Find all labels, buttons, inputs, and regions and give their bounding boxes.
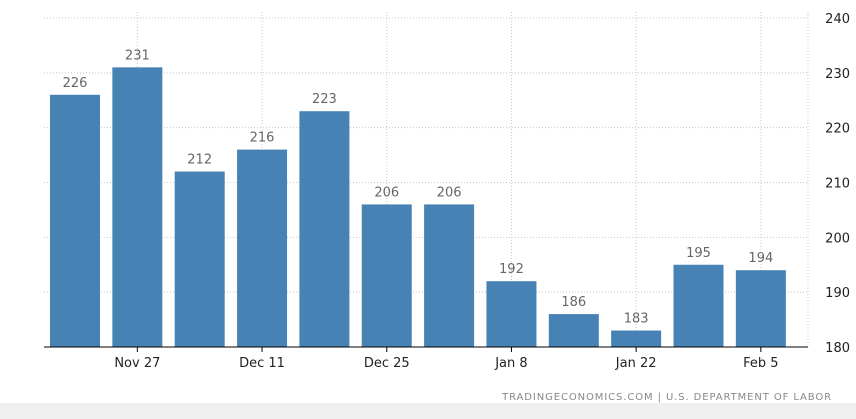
y-tick-label: 210 xyxy=(825,177,850,192)
y-axis: 180 190 200 210 220 230 240 xyxy=(825,12,850,356)
footer-band xyxy=(0,403,856,419)
y-tick-label: 220 xyxy=(825,122,850,137)
data-label: 195 xyxy=(686,246,711,261)
source-credit: TRADINGECONOMICS.COM | U.S. DEPARTMENT O… xyxy=(502,392,832,403)
data-label: 223 xyxy=(312,92,337,107)
y-tick-label: 200 xyxy=(825,231,850,246)
bar xyxy=(548,314,599,347)
bar xyxy=(673,264,724,347)
bar-chart: 226 231 212 216 223 206 206 192 186 183 195 194 Nov… xyxy=(44,12,850,371)
y-tick-label: 190 xyxy=(825,286,850,301)
data-labels: 226 231 212 216 223 206 206 192 186 183 195 194 xyxy=(63,48,774,326)
data-label: 206 xyxy=(374,185,399,200)
x-tick-label: Jan 8 xyxy=(494,356,527,371)
bar xyxy=(50,94,100,348)
x-tick-label: Dec 25 xyxy=(364,356,410,371)
bar xyxy=(611,330,662,347)
bar xyxy=(112,67,163,347)
data-label: 216 xyxy=(250,131,275,146)
bar xyxy=(486,281,537,347)
y-tick-label: 240 xyxy=(825,12,850,27)
bars xyxy=(50,67,786,348)
x-tick-label: Dec 11 xyxy=(239,356,285,371)
data-label: 194 xyxy=(748,251,773,266)
x-tick-label: Feb 5 xyxy=(743,356,778,371)
x-tick-label: Nov 27 xyxy=(114,356,160,371)
data-label: 231 xyxy=(125,48,150,63)
x-axis: Nov 27 Dec 11 Dec 25 Jan 8 Jan 22 Feb 5 xyxy=(44,346,808,371)
bar xyxy=(174,171,225,347)
y-tick-label: 180 xyxy=(825,341,850,356)
bar xyxy=(237,149,288,347)
data-label: 186 xyxy=(561,295,586,310)
x-tick-label: Jan 22 xyxy=(615,356,657,371)
bar xyxy=(299,111,350,347)
data-label: 183 xyxy=(624,312,649,327)
y-tick-label: 230 xyxy=(825,67,850,82)
data-label: 206 xyxy=(437,185,462,200)
data-label: 226 xyxy=(63,76,88,91)
data-label: 212 xyxy=(187,153,212,168)
bar xyxy=(424,204,475,347)
bar xyxy=(361,204,412,347)
data-label: 192 xyxy=(499,262,524,277)
bar xyxy=(735,270,786,347)
